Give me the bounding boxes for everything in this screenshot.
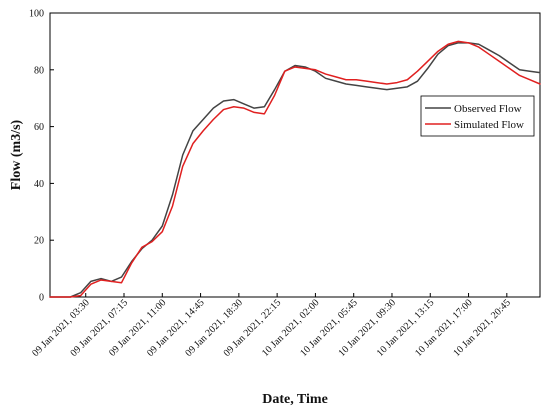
y-tick-label: 40 (34, 179, 44, 190)
series-line-simulated (49, 40, 541, 298)
y-tick-label: 0 (39, 293, 44, 304)
axes (49, 12, 541, 298)
y-axis-label: Flow (m3/s) (9, 119, 24, 190)
series-line-observed (49, 42, 541, 298)
x-axis-label: Date, Time (262, 392, 328, 407)
y-tick-label: 80 (34, 65, 44, 76)
plot-frame (49, 12, 541, 298)
legend: Observed Flow Simulated Flow (420, 95, 535, 137)
y-tick-label: 100 (29, 9, 44, 20)
legend-label: Observed Flow (454, 103, 522, 115)
series-lines (49, 40, 541, 298)
y-tick-label: 20 (34, 236, 44, 247)
legend-box (420, 95, 535, 137)
y-tick-label: 60 (34, 122, 44, 133)
legend-label: Simulated Flow (454, 119, 524, 131)
